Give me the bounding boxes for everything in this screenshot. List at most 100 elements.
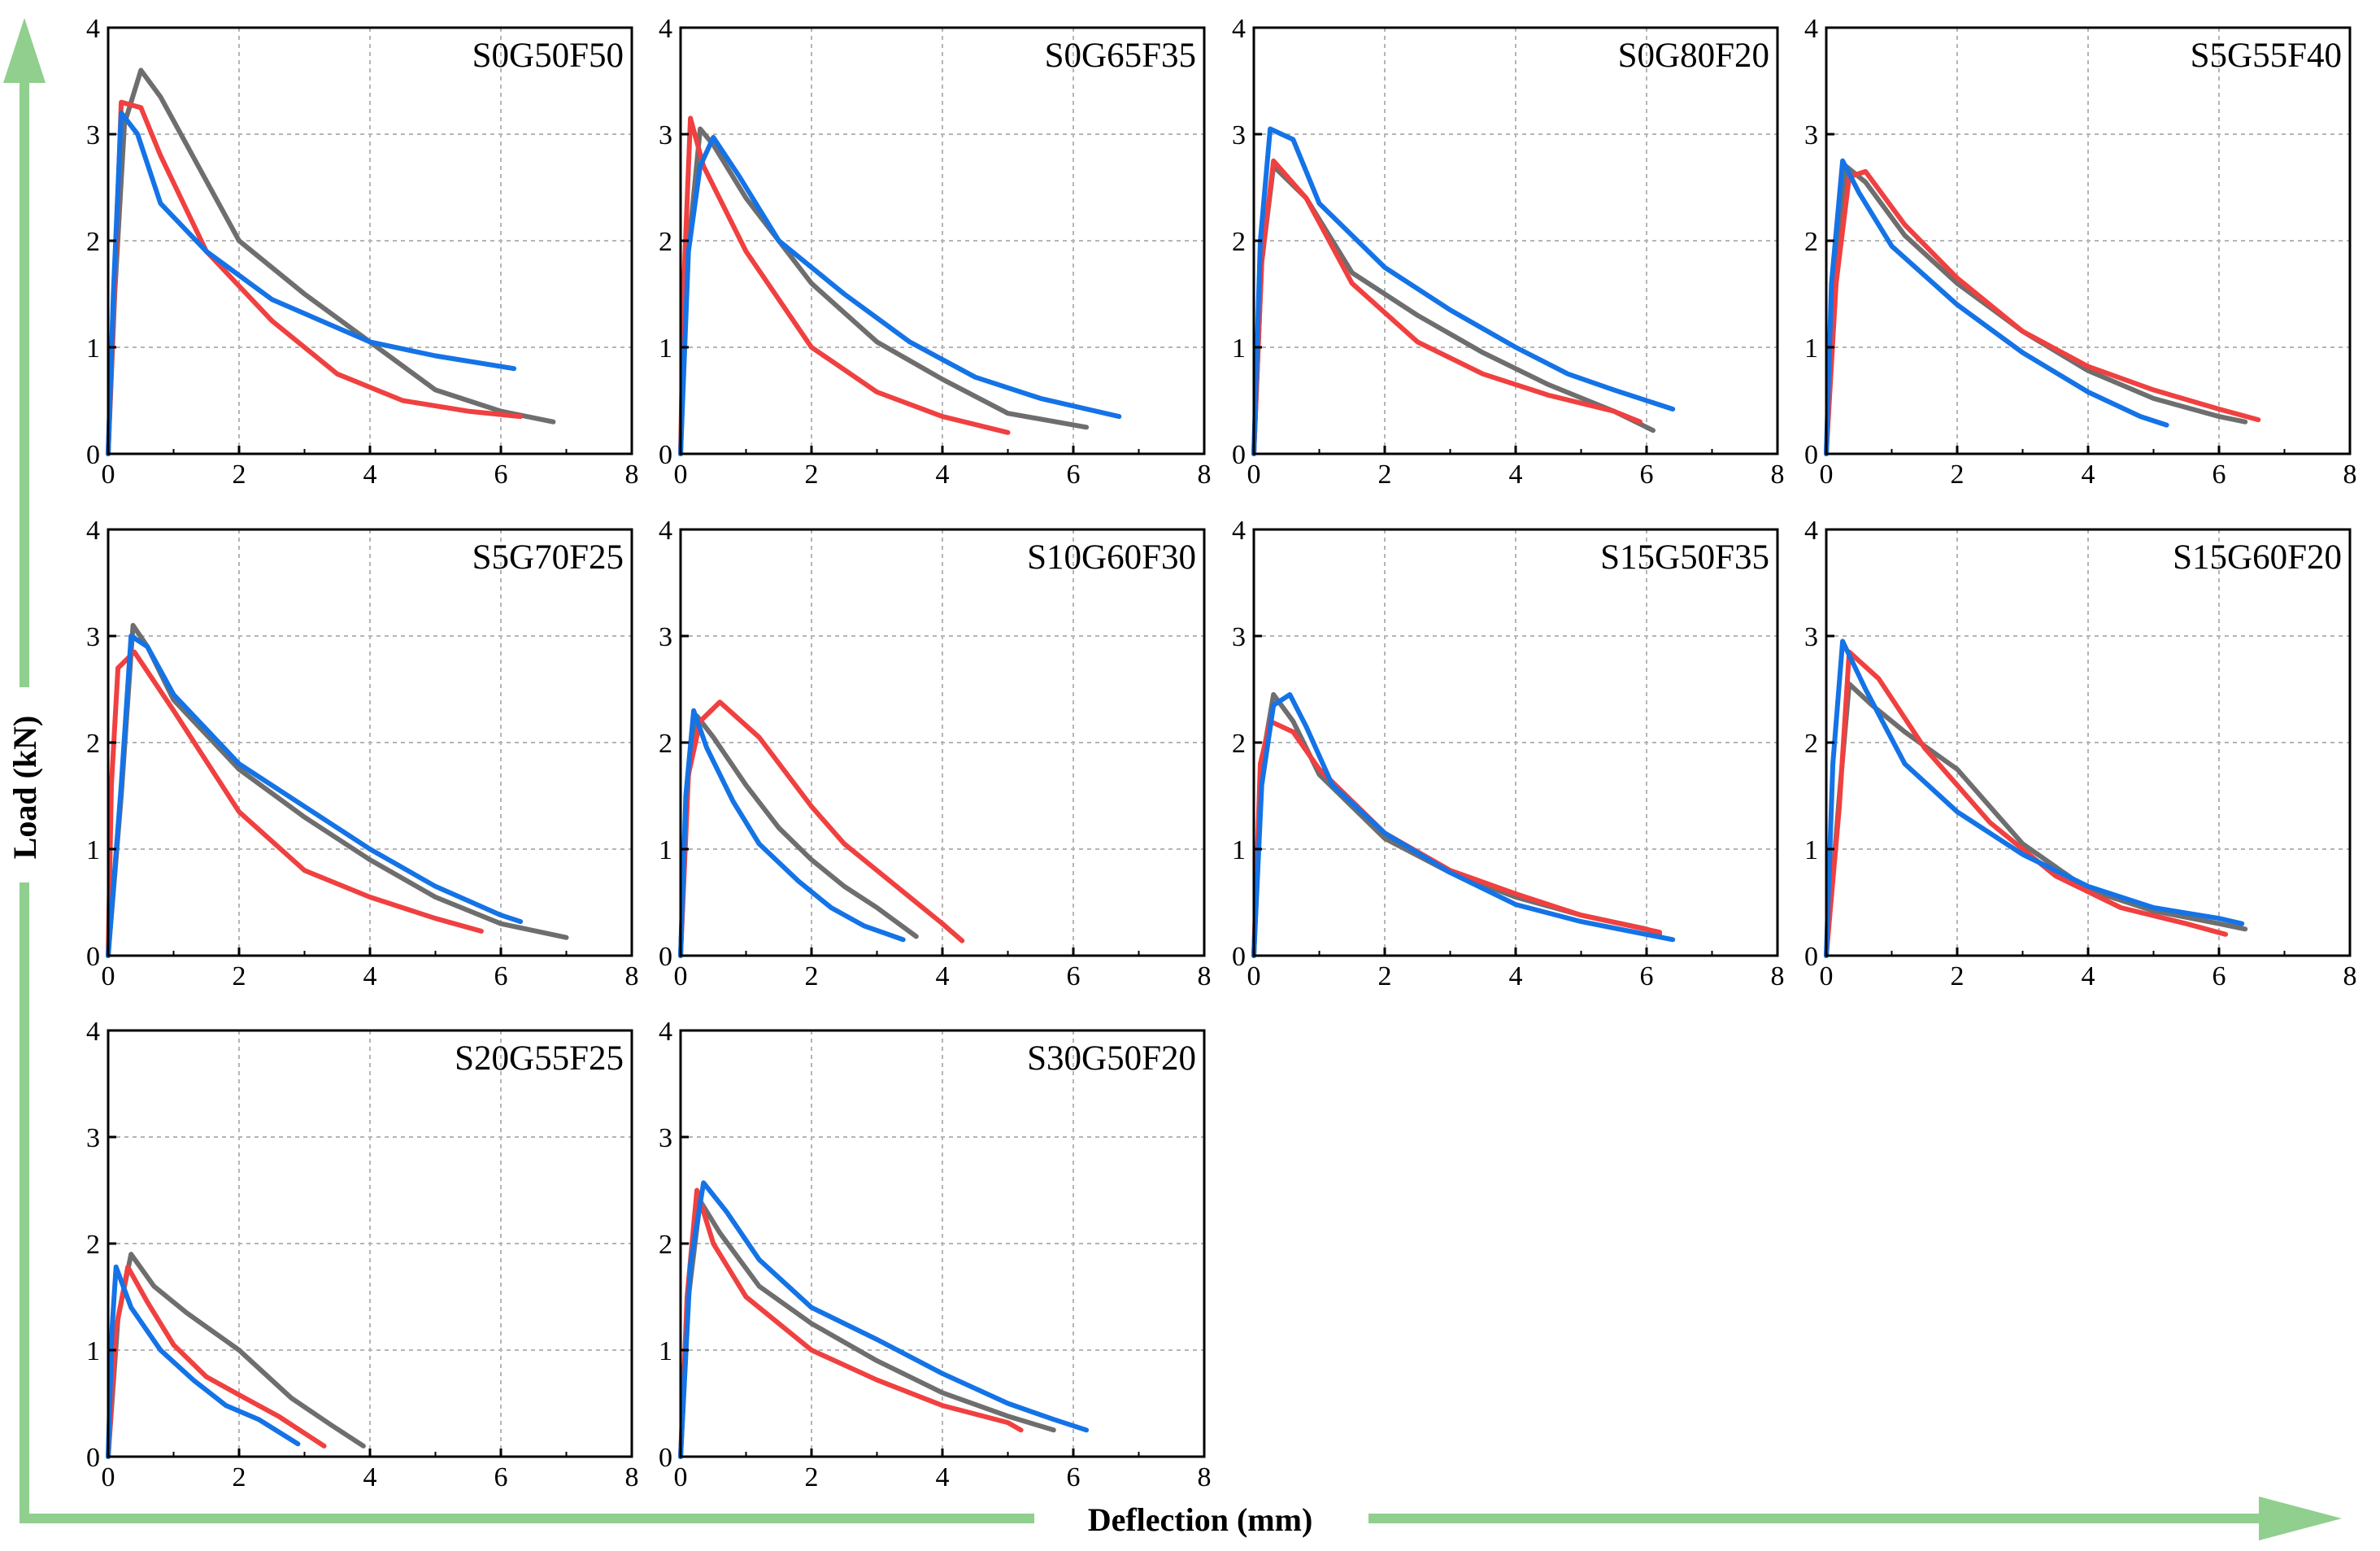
y-tick-label: 2 [1804, 227, 1818, 257]
y-tick-label: 2 [659, 729, 672, 759]
y-tick-label: 0 [1232, 942, 1246, 972]
y-tick-label: 1 [659, 333, 672, 364]
y-tick-label: 4 [1804, 14, 1818, 44]
x-tick-label: 8 [2343, 961, 2357, 991]
y-tick-label: 3 [659, 120, 672, 150]
y-tick-label: 2 [86, 1230, 100, 1260]
y-tick-label: 2 [659, 1230, 672, 1260]
chart-panel-3: 0 2 4 6 8 0 1 2 3 4 S0G80F20 [1232, 14, 1785, 490]
chart-panel-10: 0 2 4 6 8 0 1 2 3 4 S30G50F20 [659, 1017, 1212, 1492]
x-tick-label: 0 [1247, 961, 1261, 991]
y-tick-label: 1 [86, 333, 100, 364]
panel-title: S10G60F30 [1027, 538, 1196, 577]
x-tick-label: 6 [1640, 961, 1654, 991]
x-tick-label: 4 [2082, 460, 2095, 490]
x-tick-label: 8 [625, 460, 639, 490]
y-tick-label: 1 [86, 1336, 100, 1366]
y-tick-label: 0 [659, 942, 672, 972]
x-tick-label: 6 [494, 961, 508, 991]
y-tick-label: 3 [1232, 120, 1246, 150]
x-tick-label: 4 [2082, 961, 2095, 991]
series-line-red [1824, 168, 2261, 456]
x-tick-label: 0 [1820, 460, 1834, 490]
x-tick-label: 6 [1640, 460, 1654, 490]
y-tick-label: 4 [659, 516, 672, 546]
x-tick-label: 8 [1771, 460, 1785, 490]
y-tick-label: 1 [659, 1336, 672, 1366]
series-line-blue [1251, 692, 1676, 958]
x-tick-label: 4 [1509, 961, 1523, 991]
y-tick-label: 2 [1804, 729, 1818, 759]
y-arrow-shaft-lower [20, 882, 29, 1523]
panel-title: S30G50F20 [1027, 1039, 1196, 1078]
series-line-blue [678, 134, 1122, 456]
y-tick-label: 2 [86, 227, 100, 257]
x-tick-label: 4 [1509, 460, 1523, 490]
y-tick-label: 4 [659, 1017, 672, 1047]
series-line-gray [1824, 163, 2248, 456]
y-tick-label: 3 [659, 1123, 672, 1153]
x-tick-label: 2 [1378, 460, 1392, 490]
series-line-red [1824, 649, 2229, 958]
y-tick-label: 3 [86, 120, 100, 150]
y-tick-label: 3 [86, 622, 100, 652]
x-tick-label: 4 [936, 1462, 950, 1492]
y-tick-label: 0 [86, 1443, 100, 1473]
panel-title: S0G65F35 [1045, 37, 1196, 75]
x-arrow-head [2259, 1497, 2342, 1540]
y-tick-label: 2 [1232, 227, 1246, 257]
x-tick-label: 8 [625, 1462, 639, 1492]
y-tick-label: 3 [659, 622, 672, 652]
y-tick-label: 4 [1804, 516, 1818, 546]
panel-title: S0G50F50 [472, 37, 624, 75]
y-tick-label: 2 [1232, 729, 1246, 759]
x-tick-label: 4 [363, 961, 377, 991]
y-tick-label: 0 [86, 440, 100, 470]
series-line-gray [106, 622, 569, 958]
x-tick-label: 0 [102, 460, 115, 490]
series-line-red [678, 115, 1011, 456]
x-tick-label: 2 [1951, 961, 1964, 991]
series-line-red [106, 99, 524, 456]
x-arrow-shaft-left [20, 1514, 1034, 1523]
chart-panel-2: 0 2 4 6 8 0 1 2 3 4 S0G65F35 [659, 14, 1212, 490]
y-tick-label: 4 [86, 14, 100, 44]
x-tick-label: 0 [1247, 460, 1261, 490]
series-line-red [1251, 158, 1643, 456]
y-tick-label: 0 [659, 440, 672, 470]
series-line-gray [678, 713, 919, 958]
x-tick-label: 2 [233, 961, 246, 991]
x-axis-arrow: Deflection (mm) [1088, 1497, 2342, 1540]
x-arrow-shaft-right [1368, 1514, 2260, 1523]
y-tick-label: 1 [1232, 835, 1246, 865]
x-tick-label: 4 [936, 961, 950, 991]
series-line-blue [1824, 158, 2169, 456]
panel-title: S5G55F40 [2191, 37, 2342, 75]
chart-panel-8: 0 2 4 6 8 0 1 2 3 4 S15G60F20 [1804, 516, 2357, 991]
y-tick-label: 3 [86, 1123, 100, 1153]
x-tick-label: 4 [363, 460, 377, 490]
x-tick-label: 6 [494, 1462, 508, 1492]
x-tick-label: 4 [363, 1462, 377, 1492]
series-line-blue [106, 110, 517, 456]
series-line-blue [106, 1264, 301, 1459]
y-tick-label: 3 [1232, 622, 1246, 652]
y-tick-label: 1 [659, 835, 672, 865]
y-axis-arrow: Load (kN) [3, 18, 1034, 1523]
x-tick-label: 2 [805, 460, 819, 490]
y-arrow-shaft-upper [20, 81, 29, 687]
x-tick-label: 6 [494, 460, 508, 490]
y-tick-label: 4 [1232, 516, 1246, 546]
x-tick-label: 2 [1951, 460, 1964, 490]
x-tick-label: 8 [1198, 1462, 1212, 1492]
y-axis-title: Load (kN) [7, 716, 43, 860]
x-axis-title: Deflection (mm) [1088, 1501, 1313, 1538]
y-tick-label: 0 [1232, 440, 1246, 470]
y-arrow-head [3, 18, 46, 83]
series-line-blue [678, 1180, 1090, 1459]
series-line-gray [106, 1252, 366, 1459]
x-tick-label: 0 [674, 961, 688, 991]
y-tick-label: 0 [86, 942, 100, 972]
